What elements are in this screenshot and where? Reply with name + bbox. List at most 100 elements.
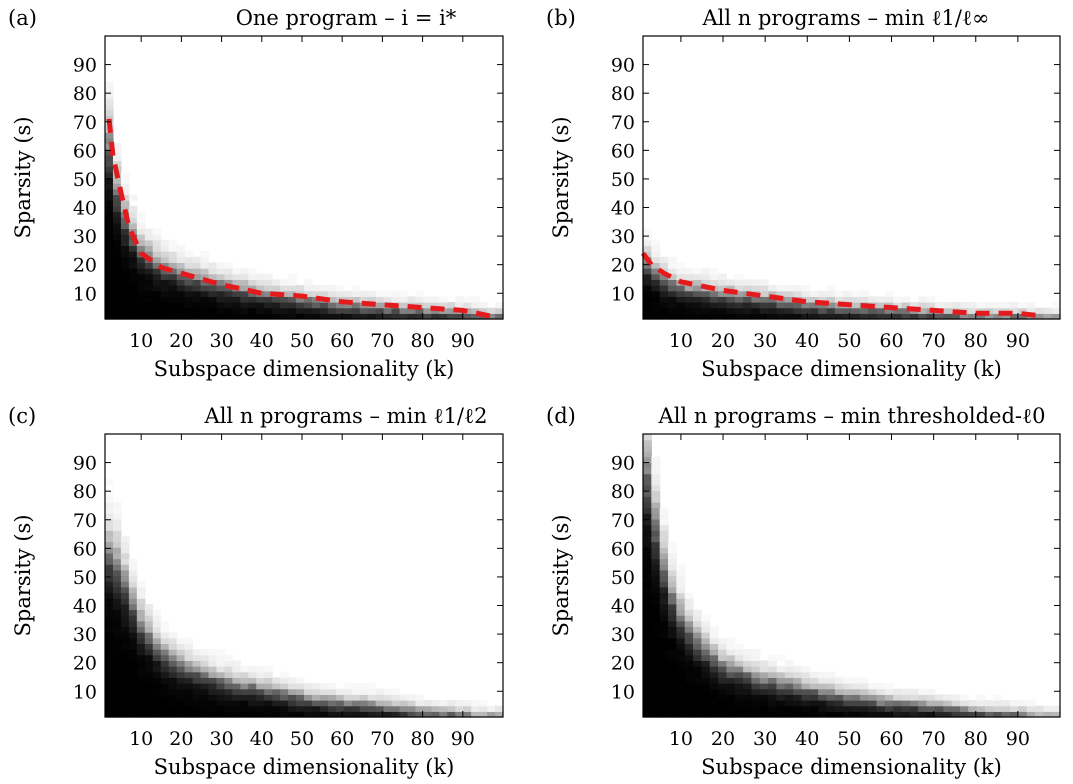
heatmap-cell: [801, 683, 811, 690]
heatmap-cell: [676, 632, 686, 639]
heatmap-cell: [176, 290, 186, 297]
heatmap-cell: [272, 705, 281, 712]
heatmap-cell: [224, 700, 233, 707]
heatmap-cell: [784, 694, 794, 701]
heatmap-cell: [288, 279, 297, 286]
heatmap-cell: [651, 496, 661, 503]
heatmap-cell: [676, 649, 686, 656]
heatmap-cell: [120, 632, 130, 639]
heatmap-cell: [351, 302, 361, 309]
heatmap-cell: [144, 245, 154, 252]
heatmap-cell: [105, 177, 114, 184]
heatmap-cell: [327, 296, 337, 303]
heatmap-cell: [693, 273, 702, 280]
heatmap-cell: [709, 660, 719, 667]
heatmap-cell: [693, 609, 702, 616]
heatmap-cell: [984, 705, 994, 712]
heatmap-cell: [105, 313, 114, 320]
heatmap-cell: [1009, 307, 1019, 314]
heatmap-cell: [851, 688, 861, 695]
heatmap-cell: [868, 700, 878, 707]
heatmap-cell: [375, 694, 385, 701]
heatmap-cell: [659, 302, 669, 309]
heatmap-cell: [144, 660, 154, 667]
heatmap-cell: [859, 700, 869, 707]
heatmap-cell: [152, 256, 162, 263]
heatmap-cell: [152, 279, 162, 286]
heatmap-cell: [768, 302, 778, 309]
heatmap-cell: [984, 313, 994, 320]
heatmap-cell: [918, 688, 928, 695]
heatmap-cell: [784, 296, 794, 303]
heatmap-cell: [734, 677, 744, 684]
heatmap-cell: [926, 688, 936, 695]
heatmap-cell: [343, 694, 353, 701]
heatmap-cell: [463, 302, 472, 309]
heatmap-cell: [684, 654, 694, 661]
heatmap-cell: [280, 683, 289, 690]
heatmap-cell: [901, 700, 911, 707]
heatmap-cell: [152, 700, 162, 707]
heatmap-cell: [280, 313, 289, 320]
heatmap-cell: [335, 688, 345, 695]
heatmap-cell: [105, 552, 114, 560]
heatmap-cell: [423, 705, 432, 712]
heatmap-cell: [701, 615, 711, 622]
heatmap-cell: [256, 296, 265, 303]
heatmap-cell: [1051, 307, 1061, 314]
heatmap-cell: [734, 666, 744, 673]
heatmap-cell: [112, 671, 122, 678]
heatmap-cell: [651, 683, 661, 690]
y-tick-label: 20: [611, 255, 635, 277]
heatmap-cell: [643, 524, 652, 531]
heatmap-cell: [120, 188, 130, 196]
heatmap-cell: [726, 700, 736, 707]
heatmap-cell: [280, 677, 289, 684]
heatmap-cell: [943, 700, 953, 707]
x-tick-label: 30: [209, 728, 233, 750]
heatmap-cell: [399, 296, 409, 303]
heatmap-cell: [776, 671, 786, 678]
heatmap-cell: [676, 694, 686, 701]
heatmap-cell: [184, 296, 194, 303]
heatmap-cell: [659, 688, 669, 695]
heatmap-cell: [359, 700, 369, 707]
heatmap-cell: [684, 711, 694, 718]
heatmap-cell: [851, 290, 861, 297]
heatmap-cell: [643, 547, 652, 554]
heatmap-cell: [224, 268, 233, 275]
heatmap-cell: [668, 649, 677, 656]
heatmap-cell: [843, 677, 853, 684]
heatmap-cell: [128, 632, 138, 639]
heatmap-cell: [248, 285, 257, 292]
heatmap-cell: [1009, 313, 1019, 320]
heatmap-cell: [248, 694, 257, 701]
heatmap-cell: [768, 660, 778, 667]
heatmap-cell: [112, 194, 122, 201]
heatmap-cell: [224, 711, 233, 718]
heatmap-cell: [684, 313, 694, 320]
heatmap-cell: [288, 313, 297, 320]
heatmap-cell: [826, 285, 836, 292]
heatmap-cell: [793, 711, 803, 718]
heatmap-cell: [851, 711, 861, 718]
heatmap-cell: [112, 632, 122, 639]
heatmap-cell: [105, 507, 114, 514]
heatmap-cell: [152, 632, 162, 639]
heatmap-cell: [643, 285, 652, 292]
heatmap-cell: [684, 592, 694, 599]
y-axis-label: Sparsity (s): [11, 514, 35, 636]
heatmap-cell: [893, 313, 903, 320]
heatmap-cell: [152, 637, 162, 645]
heatmap-cell: [128, 194, 138, 201]
heatmap: [105, 479, 504, 718]
heatmap-cell: [168, 711, 178, 718]
heatmap-cell: [343, 296, 353, 303]
heatmap-cell: [651, 535, 661, 543]
heatmap-cell: [105, 615, 114, 622]
heatmap-cell: [901, 307, 911, 314]
y-tick-label: 80: [73, 83, 97, 105]
heatmap-cell: [455, 705, 464, 712]
y-tick-label: 70: [73, 112, 97, 134]
heatmap-cell: [1026, 705, 1036, 712]
